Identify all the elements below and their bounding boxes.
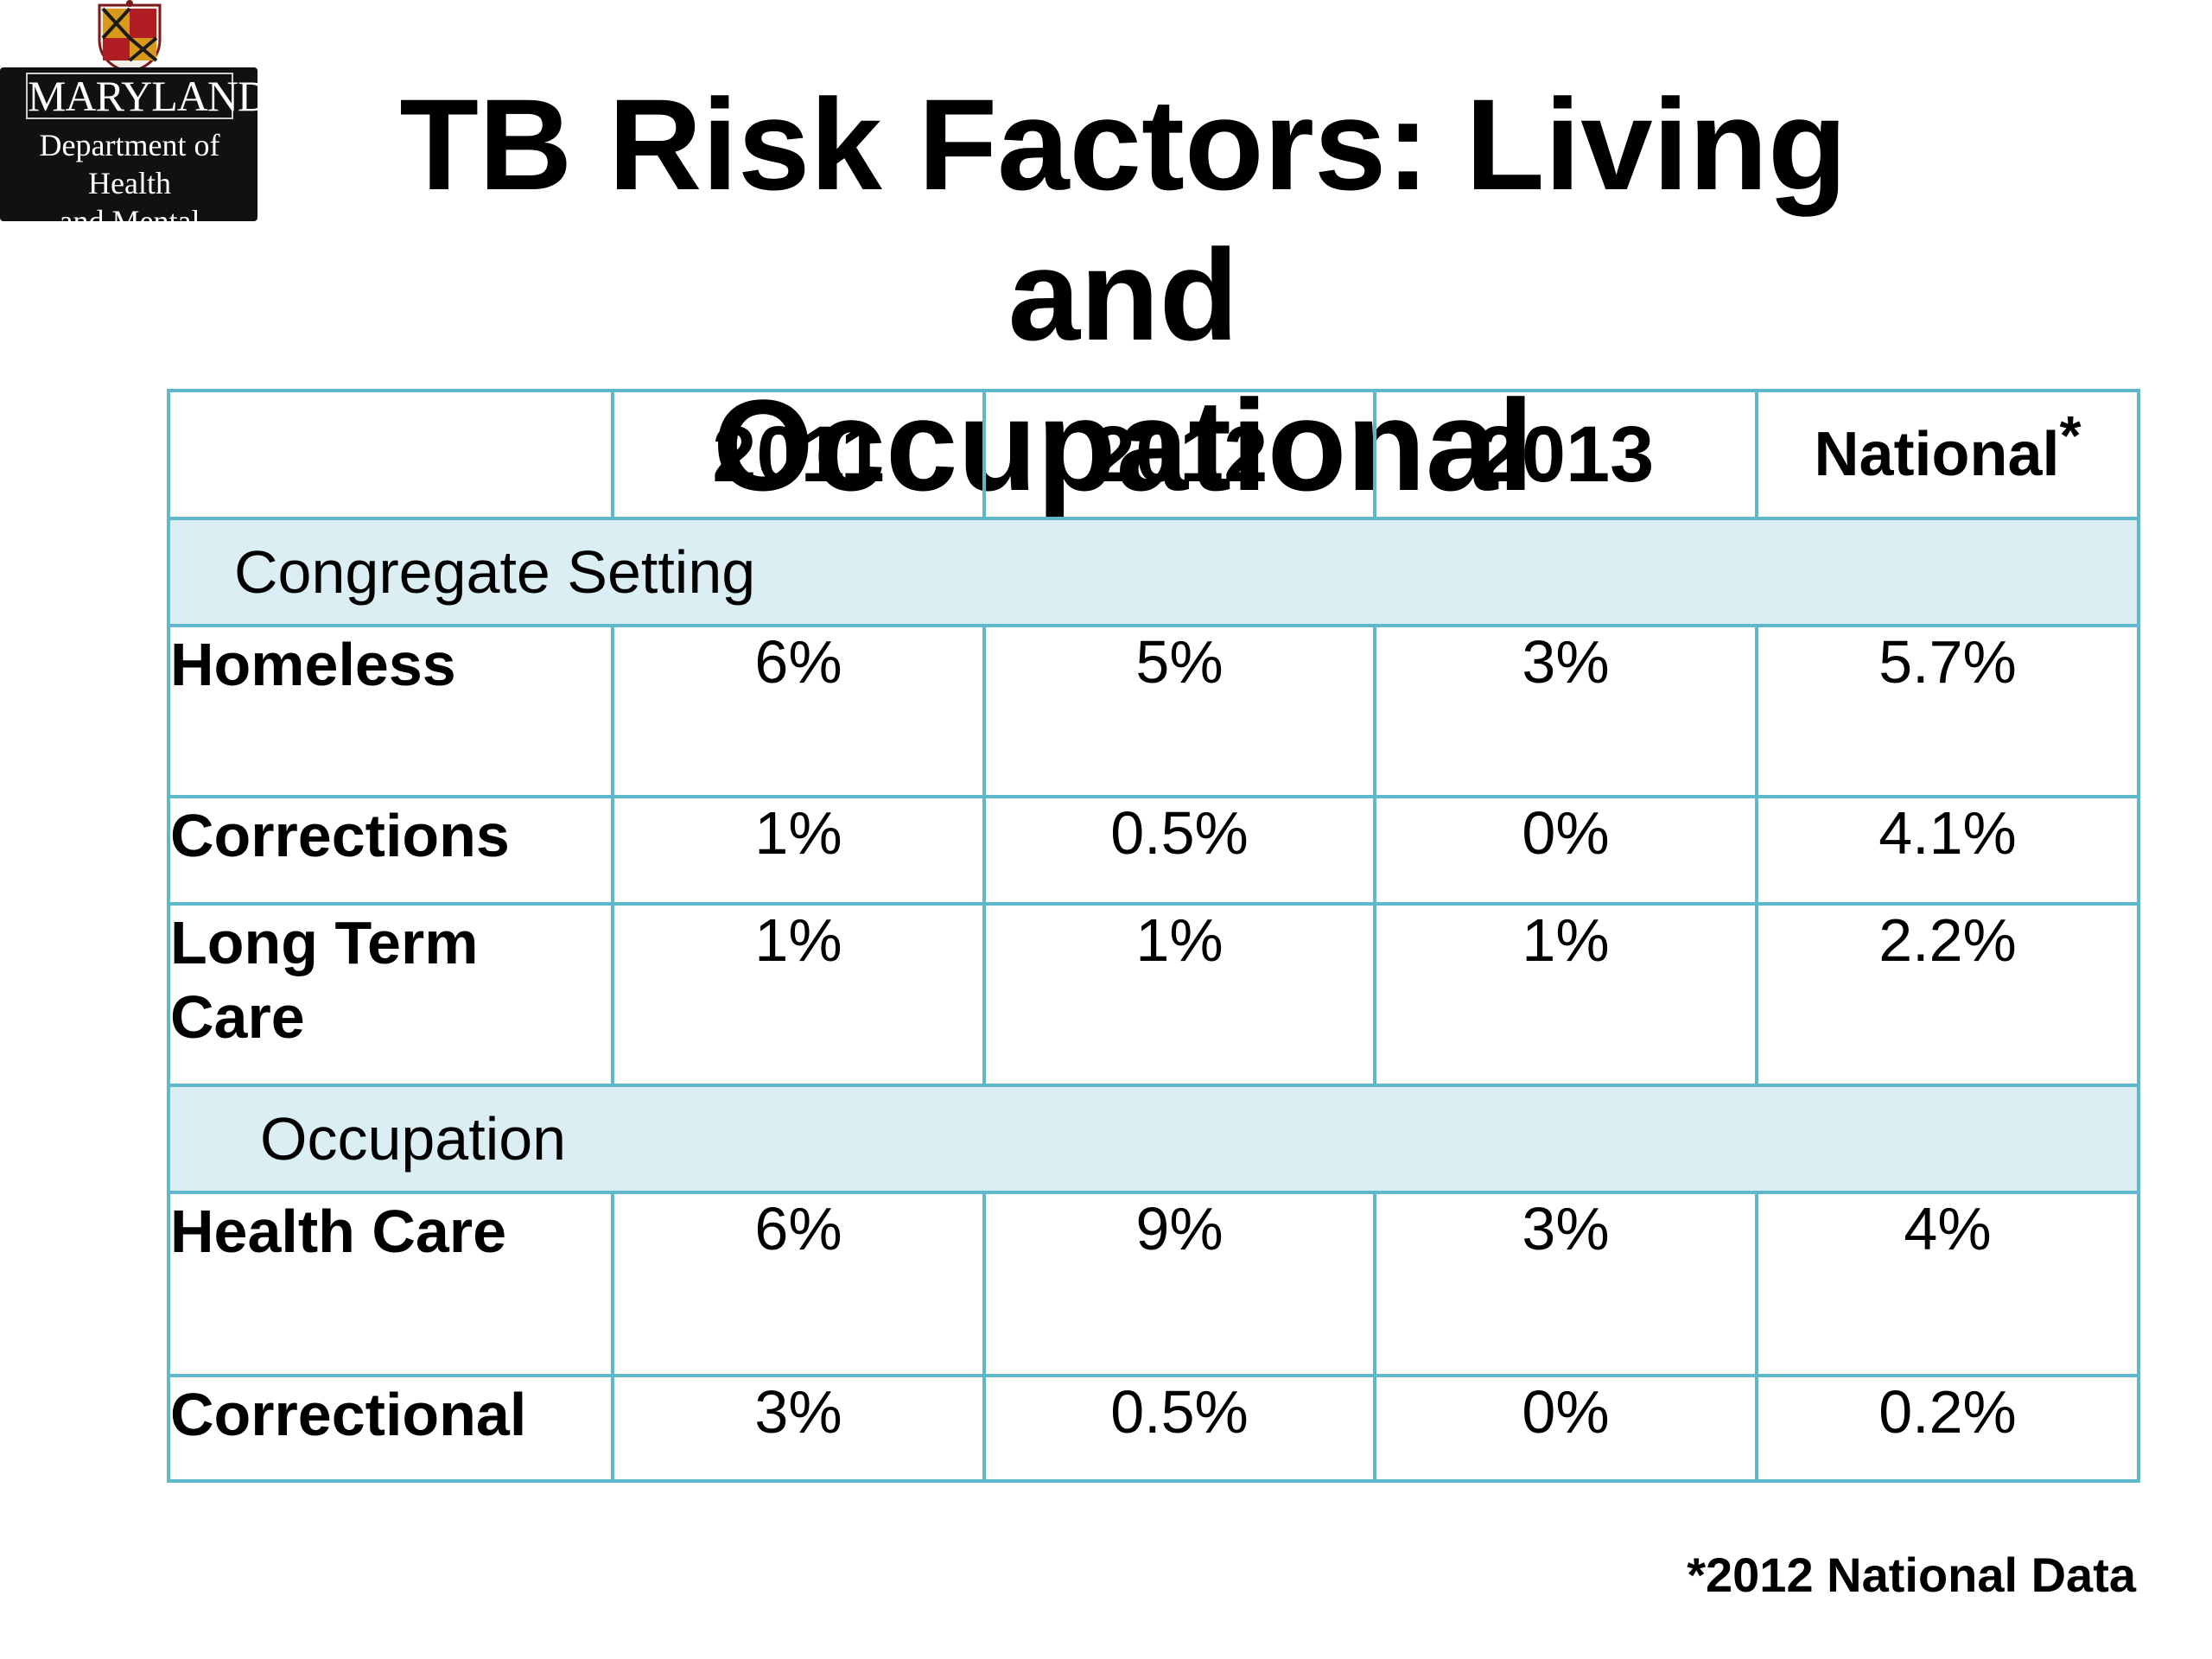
header-national-asterisk: * [2059, 404, 2082, 467]
section-label-occupation: Occupation [167, 1084, 2140, 1194]
header-2013: 2013 [1373, 389, 1758, 520]
row-label: Long Term Care [167, 902, 614, 1087]
section-row: Occupation [167, 1084, 2140, 1194]
cell-2012: 0.5% [982, 1374, 1376, 1483]
risk-factors-table: 2011 2012 2013 National* Congregate Sett… [167, 389, 2140, 1483]
cell-2011: 3% [611, 1374, 986, 1483]
logo-name: MARYLAND [26, 72, 269, 120]
title-line1: TB Risk Factors: Living and [399, 72, 1847, 367]
cell-national: 5.7% [1755, 624, 2140, 798]
cell-2013: 3% [1373, 624, 1758, 798]
cell-national: 4.1% [1755, 795, 2140, 906]
table-row: Homeless 6% 5% 3% 5.7% [167, 624, 2140, 798]
cell-2013: 3% [1373, 1191, 1758, 1377]
cell-2012: 0.5% [982, 795, 1376, 906]
section-row: Congregate Setting [167, 517, 2140, 627]
cell-national: 4% [1755, 1191, 2140, 1377]
cell-2013: 0% [1373, 795, 1758, 906]
header-2011: 2011 [611, 389, 986, 520]
table-row: Long Term Care 1% 1% 1% 2.2% [167, 902, 2140, 1087]
maryland-dhmh-logo: MARYLAND Department of Health and Mental… [0, 0, 269, 276]
header-national: National* [1755, 389, 2140, 520]
cell-2011: 1% [611, 902, 986, 1087]
table-row: Correctional 3% 0.5% 0% 0.2% [167, 1374, 2140, 1483]
cell-2011: 6% [611, 624, 986, 798]
cell-2012: 9% [982, 1191, 1376, 1377]
header-national-label: National [1814, 420, 2060, 489]
cell-national: 0.2% [1755, 1374, 2140, 1483]
row-label: Homeless [167, 624, 614, 798]
row-label: Corrections [167, 795, 614, 906]
cell-2013: 0% [1373, 1374, 1758, 1483]
table-row: Corrections 1% 0.5% 0% 4.1% [167, 795, 2140, 906]
table-row: Health Care 6% 9% 3% 4% [167, 1191, 2140, 1377]
row-label: Health Care [167, 1191, 614, 1377]
logo-plate [0, 67, 257, 221]
cell-2012: 5% [982, 624, 1376, 798]
header-corner [167, 389, 614, 520]
logo-dept-line2: and Mental Hygiene [59, 204, 200, 276]
section-label-congregate: Congregate Setting [167, 517, 2140, 627]
cell-2011: 6% [611, 1191, 986, 1377]
cell-2013: 1% [1373, 902, 1758, 1087]
cell-national: 2.2% [1755, 902, 2140, 1087]
logo-dept-line1: Department of Health [39, 128, 220, 200]
table-header-row: 2011 2012 2013 National* [167, 389, 2140, 520]
row-label: Correctional [167, 1374, 614, 1483]
cell-2011: 1% [611, 795, 986, 906]
maryland-crest-icon [98, 0, 162, 74]
logo-department: Department of Health and Mental Hygiene [3, 126, 256, 278]
cell-2012: 1% [982, 902, 1376, 1087]
footnote: *2012 National Data [1687, 1548, 2136, 1602]
header-2012: 2012 [982, 389, 1376, 520]
